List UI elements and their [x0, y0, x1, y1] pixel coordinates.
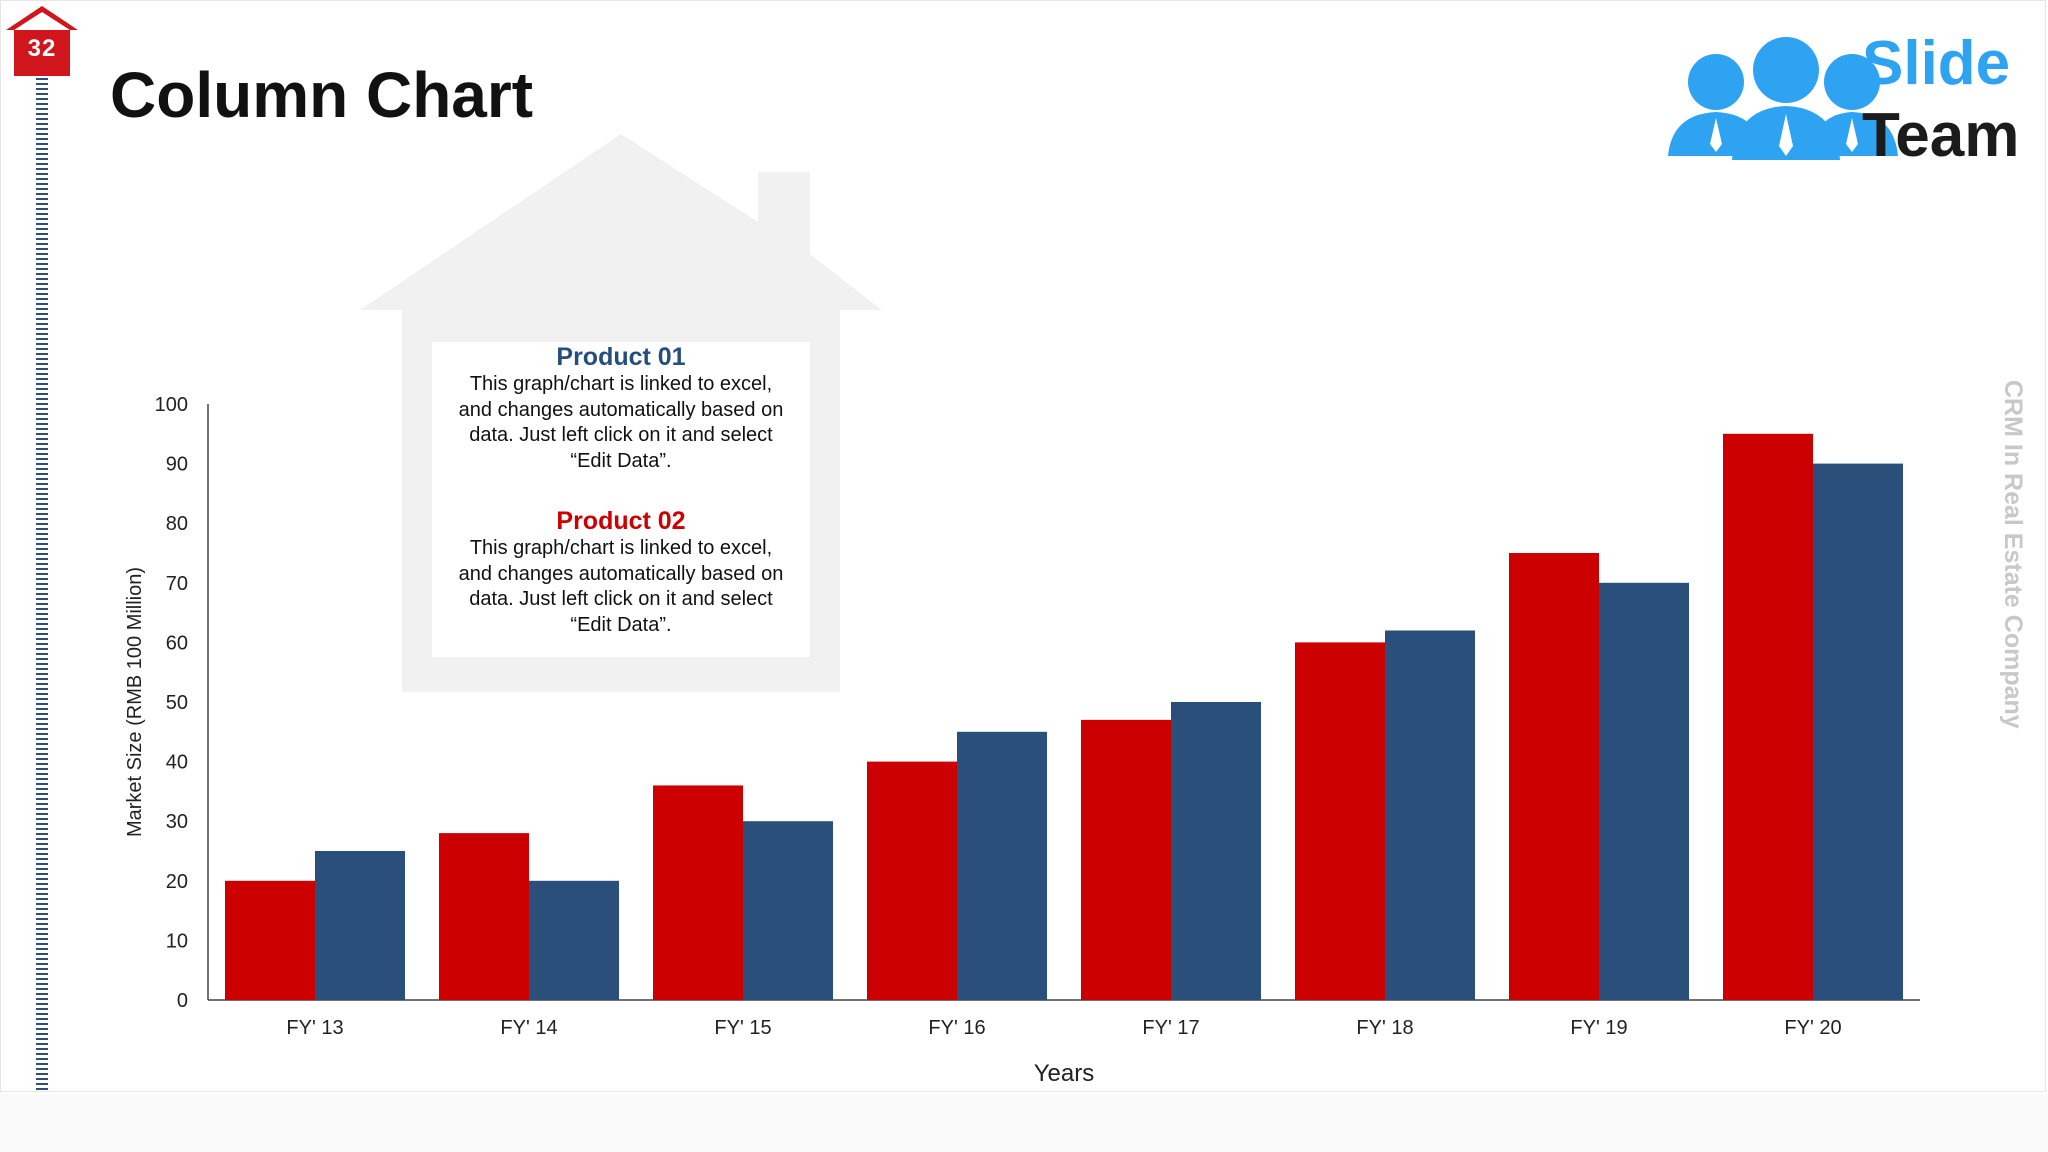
- y-tick-label: 30: [166, 811, 188, 833]
- bar-series-1-6: [1295, 642, 1385, 1000]
- x-tick-label: FY' 13: [286, 1017, 343, 1039]
- x-tick-label: FY' 20: [1784, 1017, 1841, 1039]
- bar-series-1-1: [225, 880, 315, 1000]
- y-tick-label: 100: [155, 394, 188, 416]
- bar-series-1-7: [1509, 553, 1599, 1000]
- bar-series-1-4: [867, 761, 957, 1000]
- home-badge-icon: [6, 6, 78, 76]
- slide-number: 32: [27, 35, 57, 62]
- page-title: Column Chart: [110, 59, 534, 131]
- house-background-icon: [360, 134, 882, 692]
- callout-text-product-01: This graph/chart is linked to excel, and…: [458, 373, 784, 472]
- x-axis-title: Years: [1034, 1060, 1095, 1087]
- y-tick-label: 80: [166, 513, 188, 535]
- logo-word-slide: Slide: [1862, 29, 2011, 98]
- callout-title-product-02: Product 02: [556, 507, 686, 535]
- side-company-text: CRM In Real Estate Company: [1999, 380, 2027, 729]
- people-group-icon: [1668, 37, 1898, 160]
- x-tick-label: FY' 18: [1356, 1017, 1413, 1039]
- bar-series-2-5: [1171, 702, 1261, 1000]
- bar-series-1-3: [653, 785, 743, 1000]
- bar-series-2-4: [957, 731, 1047, 1000]
- logo-word-team: Team: [1862, 101, 2020, 170]
- y-tick-label: 90: [166, 454, 188, 476]
- y-tick-label: 40: [166, 752, 188, 774]
- side-ruler: [36, 78, 48, 1090]
- x-tick-label: FY' 16: [928, 1017, 985, 1039]
- bar-series-1-2: [439, 833, 529, 1000]
- bar-series-2-1: [315, 851, 405, 1000]
- callout-title-product-01: Product 01: [556, 343, 686, 371]
- bar-series-2-2: [529, 880, 619, 1000]
- bar-series-2-7: [1599, 582, 1689, 1000]
- bar-series-2-6: [1385, 630, 1475, 1000]
- bar-series-1-5: [1081, 719, 1171, 1000]
- y-tick-label: 10: [166, 930, 188, 952]
- x-tick-label: FY' 15: [714, 1017, 771, 1039]
- y-tick-label: 20: [166, 871, 188, 893]
- y-tick-label: 0: [177, 990, 188, 1012]
- y-tick-label: 70: [166, 573, 188, 595]
- y-tick-label: 60: [166, 632, 188, 654]
- callout-box: Product 01 This graph/chart is linked to…: [432, 342, 810, 638]
- bottom-strip: [0, 1094, 2048, 1152]
- x-tick-label: FY' 14: [500, 1017, 557, 1039]
- bar-series-2-8: [1813, 463, 1903, 1001]
- y-tick-label: 50: [166, 692, 188, 714]
- bar-series-2-3: [743, 821, 833, 1000]
- callout-text-product-02: This graph/chart is linked to excel, and…: [458, 537, 784, 636]
- x-tick-label: FY' 19: [1570, 1017, 1627, 1039]
- x-tick-label: FY' 17: [1142, 1017, 1199, 1039]
- y-axis-title: Market Size (RMB 100 Million): [124, 567, 146, 837]
- bar-series-1-8: [1723, 433, 1813, 1000]
